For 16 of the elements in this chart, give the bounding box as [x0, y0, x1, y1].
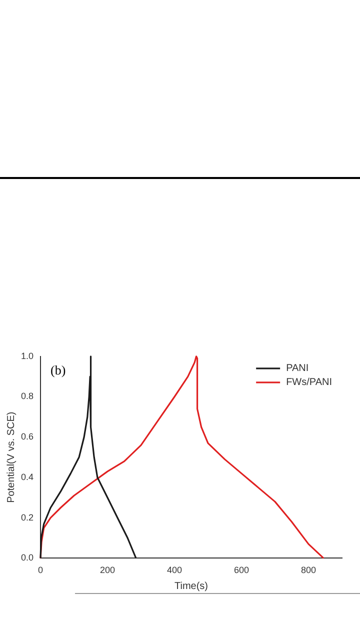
y-tick-label: 0.8: [20, 391, 34, 402]
legend-label: FWs/PANI: [286, 377, 332, 388]
y-axis-title: Potential(V vs. SCE): [6, 412, 17, 503]
x-tick-label: 200: [100, 565, 116, 576]
y-tick-label: 0.2: [20, 512, 34, 522]
x-tick-label: 0: [38, 565, 44, 576]
x-axis-title: Time(s): [174, 580, 208, 592]
y-tick-label: 0.6: [20, 432, 34, 442]
y-tick-label: 1.0: [20, 350, 34, 361]
y-tick-label: 0.4: [20, 472, 34, 482]
x-tick-label: 400: [166, 565, 182, 576]
x-tick-label: 800: [300, 565, 316, 576]
legend-label: PANI: [286, 363, 309, 374]
y-tick-label: 0.0: [20, 552, 34, 563]
x-tick-label: 600: [234, 565, 250, 576]
annotation: (b): [50, 362, 66, 378]
